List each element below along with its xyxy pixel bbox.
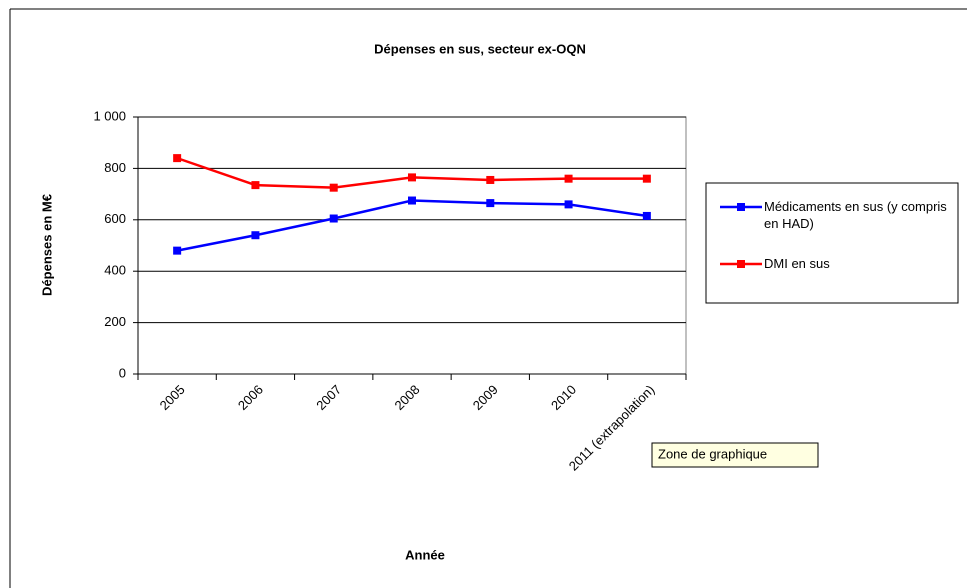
- data-point: [486, 199, 495, 208]
- data-point: [251, 231, 260, 240]
- tooltip-box: [651, 442, 819, 468]
- data-point: [642, 211, 651, 220]
- y-tick-label: 400: [104, 263, 126, 278]
- chart-title: Dépenses en sus, secteur ex-OQN: [374, 41, 586, 56]
- data-point: [564, 174, 573, 183]
- y-tick-label: 0: [119, 365, 126, 380]
- legend: [705, 182, 959, 304]
- legend-entry: Médicaments en sus (y compris en HAD): [764, 199, 947, 231]
- x-axis-label: Année: [405, 547, 445, 562]
- data-point: [251, 181, 260, 190]
- data-point: [173, 154, 182, 163]
- tooltip: Zone de graphique: [658, 446, 767, 461]
- data-point: [564, 200, 573, 209]
- data-point: [642, 174, 651, 183]
- plot-area: [137, 116, 687, 375]
- legend-entry: DMI en sus: [764, 256, 830, 271]
- legend-label: DMI en sus: [764, 256, 830, 271]
- data-point: [329, 214, 338, 223]
- y-tick-label: 200: [104, 314, 126, 329]
- data-point: [486, 175, 495, 184]
- legend-label: Médicaments en sus (y compris en HAD): [764, 199, 947, 231]
- y-tick-label: 600: [104, 211, 126, 226]
- data-point: [173, 246, 182, 255]
- data-point: [329, 183, 338, 192]
- legend-marker: [737, 203, 745, 211]
- y-axis-label: Dépenses en M€: [39, 194, 54, 296]
- data-point: [408, 196, 416, 205]
- y-tick-label: 800: [104, 160, 126, 175]
- y-tick-label: 1 000: [93, 108, 126, 123]
- legend-marker: [737, 260, 745, 268]
- data-point: [408, 173, 416, 182]
